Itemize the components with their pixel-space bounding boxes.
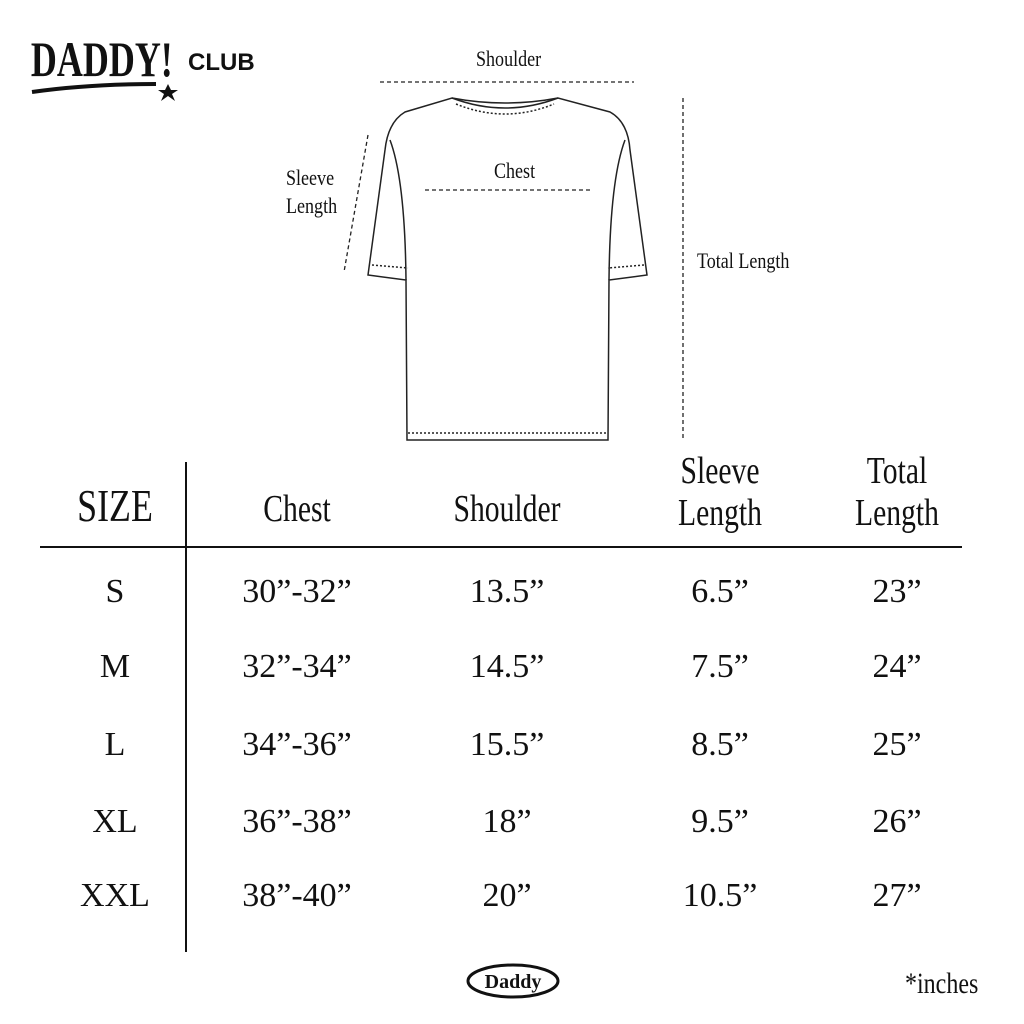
column-header: SIZE xyxy=(77,480,153,532)
table-cell: 6.5” xyxy=(691,573,749,610)
size-cell: XL xyxy=(92,803,138,840)
shoulder-label: Shoulder xyxy=(476,46,542,71)
table-cell: 14.5” xyxy=(469,648,545,685)
table-cell: 26” xyxy=(872,803,922,840)
table-cell: 30”-32” xyxy=(242,573,352,610)
table-cell: 38”-40” xyxy=(242,877,352,914)
header-line: Length xyxy=(678,492,762,534)
table-cell: 10.5” xyxy=(682,877,758,914)
daddy-footer-logo: Daddy xyxy=(466,963,560,999)
star-icon xyxy=(158,84,178,101)
total-length-label: Total Length xyxy=(697,248,790,273)
column-header: Total Length xyxy=(855,450,939,534)
column-header: Chest xyxy=(263,488,331,530)
table-cell: 20” xyxy=(482,877,532,914)
svg-text:CLUB: CLUB xyxy=(188,49,255,76)
table-cell: 25” xyxy=(872,726,922,763)
header-line: Shoulder xyxy=(453,488,561,530)
unit-note: *inches xyxy=(905,967,979,1000)
svg-text:DADDY!: DADDY! xyxy=(31,32,173,87)
table-cell: 27” xyxy=(872,877,922,914)
svg-text:Daddy: Daddy xyxy=(485,971,542,993)
table-cell: 15.5” xyxy=(469,726,545,763)
header-line: Length xyxy=(855,492,939,534)
column-header: Sleeve Length xyxy=(678,450,762,534)
table-cell: 23” xyxy=(872,573,922,610)
column-divider xyxy=(185,462,187,952)
size-cell: M xyxy=(99,648,131,685)
table-cell: 13.5” xyxy=(469,573,545,610)
size-cell: L xyxy=(104,726,126,763)
tshirt-diagram xyxy=(343,81,684,441)
sleeve-length-label: Sleeve Length xyxy=(286,164,337,220)
header-line: Total xyxy=(866,450,928,492)
table-cell: 32”-34” xyxy=(242,648,352,685)
column-header: Shoulder xyxy=(453,488,560,530)
table-cell: 36”-38” xyxy=(242,803,352,840)
sleeve-label-line1: Sleeve xyxy=(286,165,335,190)
header-line: SIZE xyxy=(77,480,153,531)
table-cell: 34”-36” xyxy=(242,726,352,763)
table-cell: 8.5” xyxy=(691,726,749,763)
header-line: Chest xyxy=(263,488,331,530)
daddy-club-logo: DADDY! CLUB xyxy=(31,32,255,101)
chest-label: Chest xyxy=(494,158,536,183)
table-cell: 18” xyxy=(482,803,532,840)
header-divider xyxy=(40,546,962,548)
table-cell: 9.5” xyxy=(691,803,749,840)
size-cell: XXL xyxy=(80,877,150,914)
header-line: Sleeve xyxy=(680,450,760,492)
sleeve-label-line2: Length xyxy=(286,193,338,218)
size-cell: S xyxy=(105,573,125,610)
table-cell: 7.5” xyxy=(691,648,749,685)
table-cell: 24” xyxy=(872,648,922,685)
